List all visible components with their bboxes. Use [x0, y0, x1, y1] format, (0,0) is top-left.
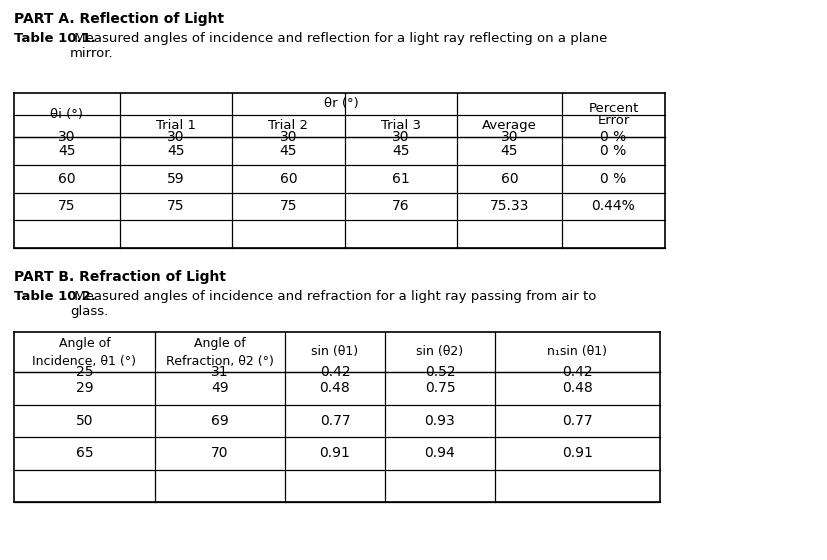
Text: 30: 30 [392, 130, 409, 144]
Text: 0.93: 0.93 [424, 414, 455, 428]
Text: 0.48: 0.48 [319, 381, 350, 395]
Text: 0.75: 0.75 [424, 381, 455, 395]
Text: 45: 45 [392, 144, 409, 158]
Text: 0.77: 0.77 [562, 414, 592, 428]
Text: 70: 70 [211, 446, 228, 460]
Text: 75: 75 [58, 199, 75, 213]
Text: θr (°): θr (°) [323, 97, 358, 110]
Text: 0 %: 0 % [600, 171, 626, 185]
Text: 65: 65 [75, 446, 93, 460]
Text: 60: 60 [500, 171, 518, 185]
Text: 45: 45 [167, 144, 184, 158]
Text: 0.44%: 0.44% [591, 199, 634, 213]
Text: PART B. Refraction of Light: PART B. Refraction of Light [14, 270, 226, 284]
Text: Average: Average [481, 119, 536, 133]
Text: 75.33: 75.33 [490, 199, 528, 213]
Text: Table 10.2.: Table 10.2. [14, 290, 96, 303]
Text: 45: 45 [58, 144, 75, 158]
Text: 0.42: 0.42 [319, 365, 350, 379]
Text: 30: 30 [280, 130, 297, 144]
Text: 45: 45 [280, 144, 297, 158]
Text: 61: 61 [392, 171, 409, 185]
Text: θi (°): θi (°) [50, 109, 84, 122]
Text: 59: 59 [167, 171, 184, 185]
Text: Refraction, θ2 (°): Refraction, θ2 (°) [166, 354, 274, 367]
Text: 75: 75 [167, 199, 184, 213]
Text: 0.91: 0.91 [562, 446, 592, 460]
Text: 60: 60 [280, 171, 297, 185]
Text: Trial 3: Trial 3 [380, 119, 420, 133]
Text: Table 10.1.: Table 10.1. [14, 32, 96, 45]
Text: 31: 31 [211, 365, 228, 379]
Text: Angle of: Angle of [59, 337, 110, 349]
Text: 60: 60 [58, 171, 76, 185]
Text: Percent: Percent [588, 102, 638, 115]
Text: Incidence, θ1 (°): Incidence, θ1 (°) [32, 354, 136, 367]
Text: 30: 30 [167, 130, 184, 144]
Text: 49: 49 [211, 381, 228, 395]
Text: 30: 30 [58, 130, 75, 144]
Text: Measured angles of incidence and refraction for a light ray passing from air to
: Measured angles of incidence and refract… [70, 290, 595, 318]
Text: Angle of: Angle of [194, 337, 246, 349]
Text: 25: 25 [75, 365, 93, 379]
Text: n₁sin (θ1): n₁sin (θ1) [547, 346, 607, 358]
Text: PART A. Reflection of Light: PART A. Reflection of Light [14, 12, 224, 26]
Text: 75: 75 [280, 199, 297, 213]
Text: 45: 45 [500, 144, 518, 158]
Text: Error: Error [596, 114, 629, 128]
Text: 0.42: 0.42 [562, 365, 592, 379]
Text: 30: 30 [500, 130, 518, 144]
Text: 0.94: 0.94 [424, 446, 455, 460]
Text: 0 %: 0 % [600, 144, 626, 158]
Text: 29: 29 [75, 381, 93, 395]
Text: 0.91: 0.91 [319, 446, 350, 460]
Text: 0.48: 0.48 [562, 381, 592, 395]
Text: 0 %: 0 % [600, 130, 626, 144]
Text: 69: 69 [211, 414, 228, 428]
Text: Measured angles of incidence and reflection for a light ray reflecting on a plan: Measured angles of incidence and reflect… [70, 32, 607, 60]
Text: sin (θ2): sin (θ2) [416, 346, 463, 358]
Text: 0.52: 0.52 [424, 365, 455, 379]
Text: Trial 1: Trial 1 [155, 119, 196, 133]
Text: 50: 50 [75, 414, 93, 428]
Text: 0.77: 0.77 [319, 414, 350, 428]
Text: 76: 76 [392, 199, 409, 213]
Text: sin (θ1): sin (θ1) [311, 346, 358, 358]
Text: Trial 2: Trial 2 [268, 119, 308, 133]
